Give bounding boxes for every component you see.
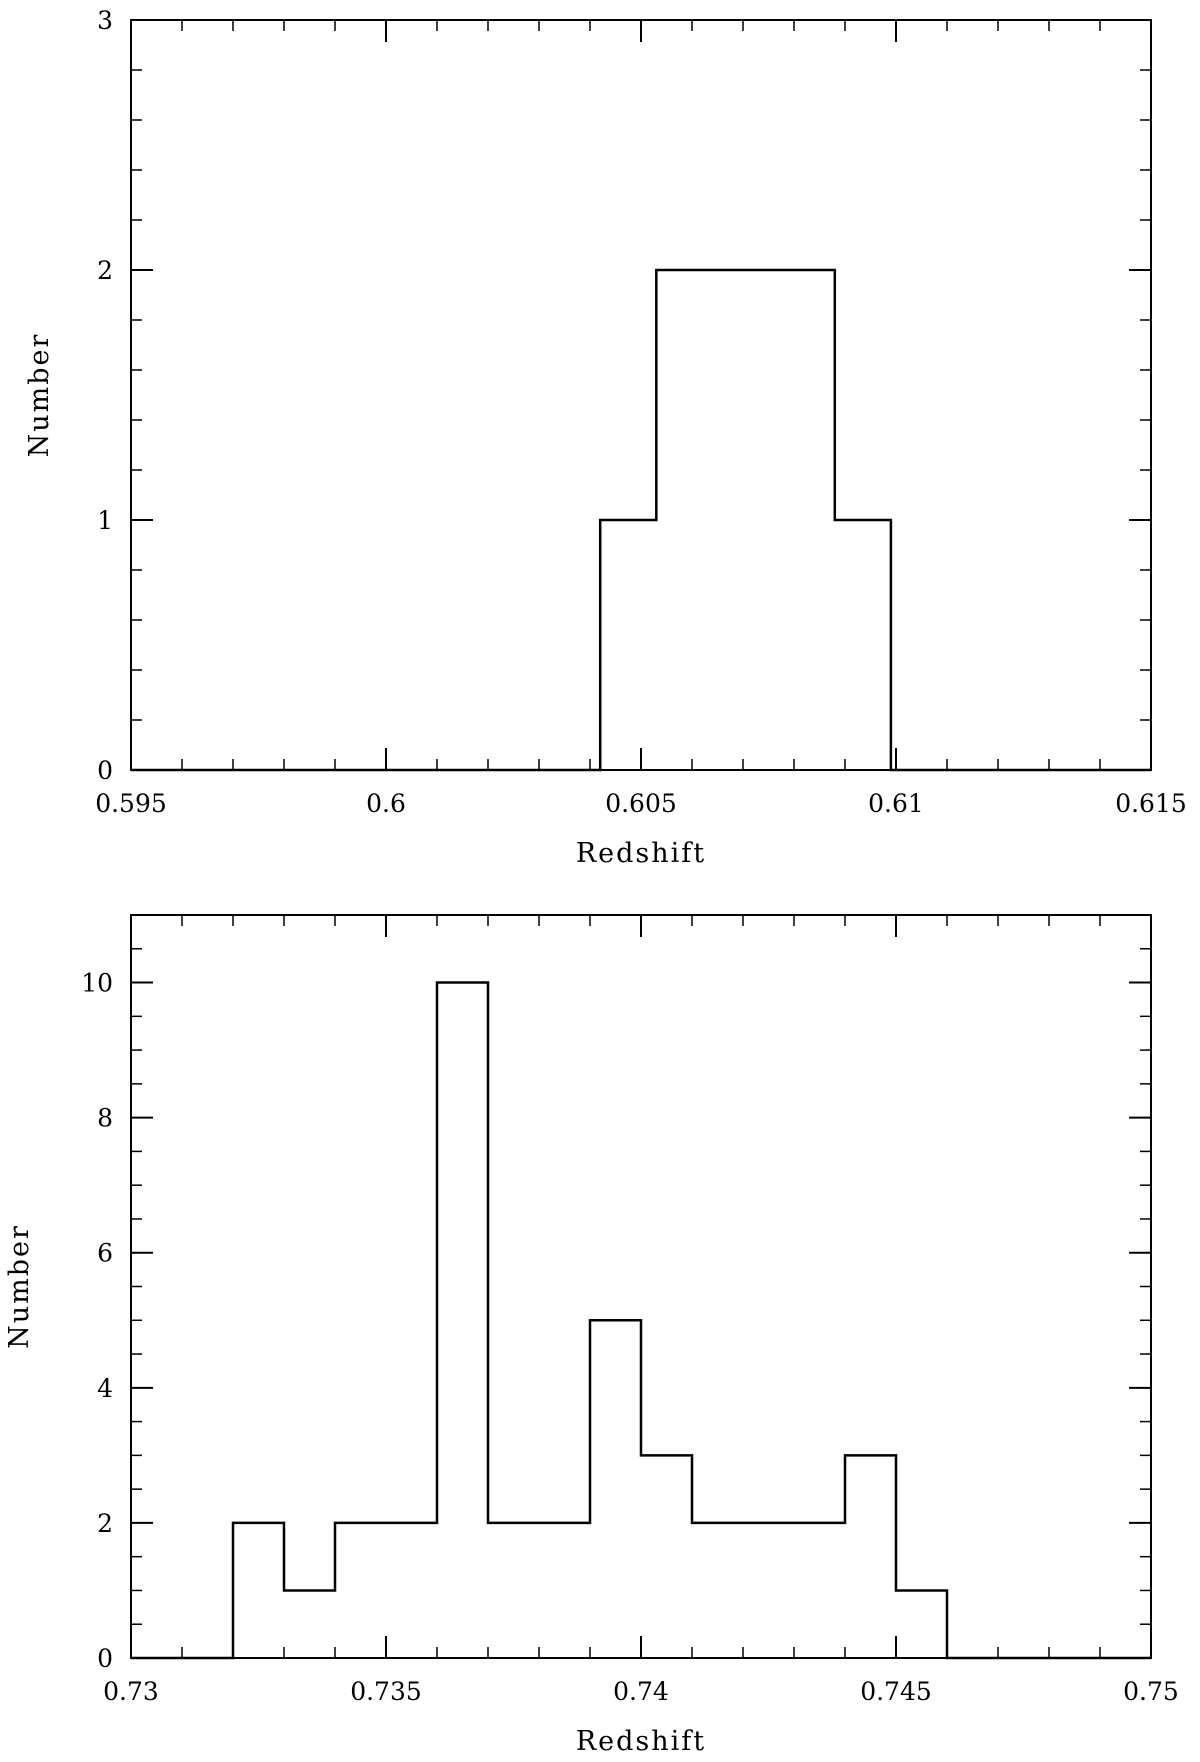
x-tick-labels: 0.73 0.735 0.74 0.745 0.75 — [103, 1677, 1179, 1706]
y-tick-label: 4 — [97, 1374, 113, 1403]
y-tick-label: 2 — [97, 256, 113, 285]
y-tick-label: 0 — [97, 1644, 113, 1673]
x-tick-label: 0.615 — [1115, 789, 1187, 818]
y-tick-label: 1 — [97, 506, 113, 535]
x-tick-label: 0.74 — [613, 1677, 669, 1706]
y-tick-labels: 0 1 2 3 — [97, 6, 113, 785]
y-tick-label: 2 — [97, 1509, 113, 1538]
x-tick-labels: 0.595 0.6 0.605 0.61 0.615 — [95, 789, 1187, 818]
x-tick-label: 0.61 — [868, 789, 924, 818]
x-tick-label: 0.6 — [366, 789, 406, 818]
histogram-step-line — [131, 268, 1151, 772]
histogram-step-line — [131, 981, 1151, 1660]
plot-frame — [130, 19, 1152, 771]
x-axis-label: Redshift — [576, 1726, 706, 1757]
y-axis-label: Number — [4, 1224, 35, 1349]
y-tick-label: 0 — [97, 756, 113, 785]
y-tick-label: 6 — [97, 1239, 113, 1268]
major-ticks — [130, 19, 1152, 771]
y-axis-label: Number — [24, 333, 55, 458]
minor-ticks — [131, 20, 1151, 770]
x-tick-label: 0.73 — [103, 1677, 159, 1706]
y-tick-label: 10 — [81, 969, 113, 998]
x-tick-label: 0.745 — [860, 1677, 932, 1706]
x-tick-label: 0.75 — [1123, 1677, 1179, 1706]
x-tick-label: 0.735 — [350, 1677, 422, 1706]
x-tick-label: 0.605 — [605, 789, 677, 818]
x-tick-label: 0.595 — [95, 789, 167, 818]
x-axis-label: Redshift — [576, 838, 706, 869]
y-tick-labels: 0 2 4 6 8 10 — [81, 969, 113, 1673]
y-tick-label: 8 — [97, 1104, 113, 1133]
top-histogram-panel: 0.595 0.6 0.605 0.61 0.615 0 1 2 3 Redshift Num… — [24, 6, 1187, 869]
y-tick-label: 3 — [97, 6, 113, 35]
minor-ticks — [131, 914, 1151, 1658]
